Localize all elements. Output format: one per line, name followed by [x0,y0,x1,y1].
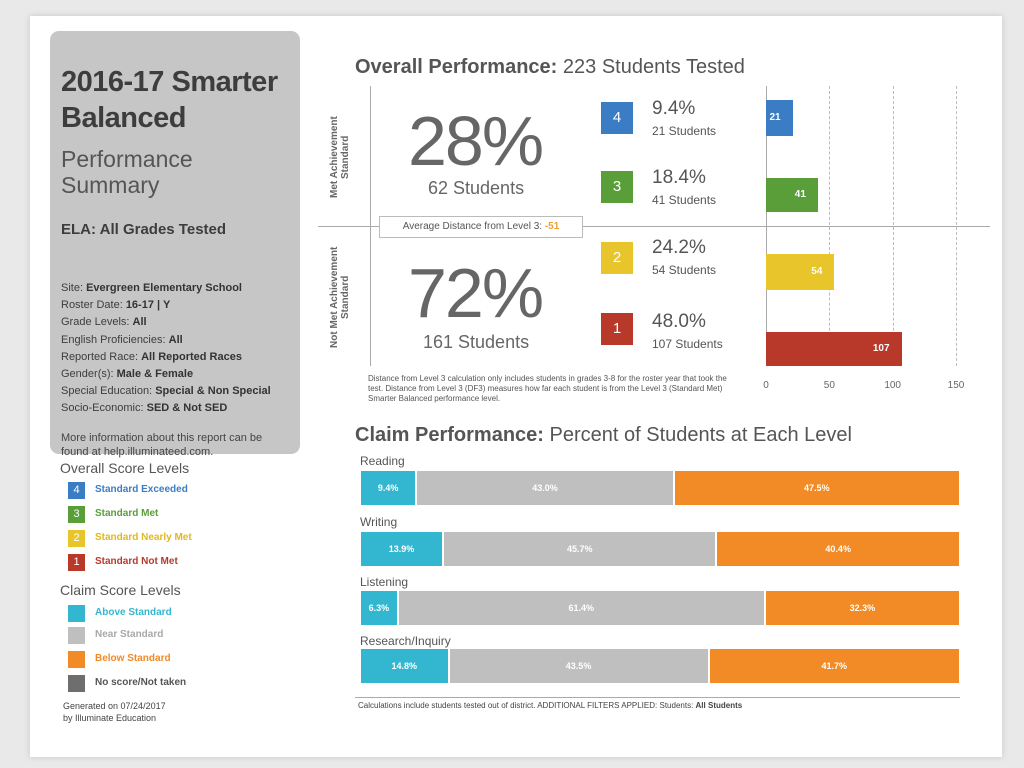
x-gridline [829,86,831,366]
report-subtitle-line2: Summary [61,172,160,198]
claim-segment: 14.8% [361,649,448,683]
x-gridline [956,86,957,366]
level-4-badge: 4 [601,102,633,134]
level-3-students: 41 Students [652,193,717,207]
claim-label: Research/Inquiry [360,634,451,648]
filter-site: Site: Evergreen Elementary School [61,282,242,294]
distance-note: Distance from Level 3 calculation only i… [368,374,727,403]
claim-segment: 40.4% [717,532,959,566]
met-not-met-divider [318,226,990,227]
claim-segment: 13.9% [361,532,443,566]
filter-socio-economic: Socio-Economic: SED & Not SED [61,402,228,415]
level-2-percent: 24.2% [652,237,706,258]
level-4-bar-label: 21 [769,112,781,123]
level-2-students: 54 Students [652,263,717,277]
generated-footer: Generated on 07/24/2017 by Illuminate Ed… [63,701,166,723]
claim-segment: 32.3% [765,591,959,625]
report-title-line1: 2016-17 Smarter [61,66,278,98]
not-met-percent: 72% [408,254,544,332]
filter-special-education: Special Education: Special & Non Special [61,385,271,398]
level-4-bar [766,100,793,136]
claim-segment: 43.5% [449,649,708,683]
claim-label: Reading [360,454,405,468]
report-subject: ELA: All Grades Tested [61,221,227,238]
y-axis-line [766,86,767,366]
claim-segment: 61.4% [398,591,764,625]
claim-performance-title: Claim Performance: Percent of Students a… [355,424,852,446]
not-met-achievement-label: Not Met Achievement Standard [329,246,351,348]
claim-score-levels-heading: Claim Score Levels [60,582,181,598]
filter-list: Site: Evergreen Elementary School Roster… [61,280,271,418]
level-3-percent: 18.4% [652,167,706,188]
x-tick-label: 50 [823,380,835,391]
help-info: More information about this report can b… [61,432,263,458]
claim-label: Writing [360,515,398,529]
claim-segment: 9.4% [361,471,416,505]
filter-gender: Gender(s): Male & Female [61,368,194,381]
level-3-bar-label: 41 [794,189,806,200]
x-tick-label: 0 [763,380,769,391]
swatch-below [68,651,85,668]
met-students: 62 Students [428,178,525,198]
report-slide: 2016-17 Smarter Balanced Performance Sum… [30,16,1002,757]
claim-segment: 41.7% [709,649,959,683]
report-title-line2: Balanced [61,102,186,134]
met-percent: 28% [408,102,544,180]
claim-segment: 43.0% [417,471,673,505]
level-2-bar-label: 54 [811,266,823,277]
claim-divider [355,697,960,698]
filter-roster-date: Roster Date: 16-17 | Y [61,299,171,312]
x-gridline [892,86,894,366]
claim-footnote: Calculations include students tested out… [358,701,743,710]
level-4-percent: 9.4% [652,98,696,119]
met-achievement-label: Met Achievement Standard [329,116,351,198]
x-tick-label: 100 [884,380,901,391]
report-subtitle-line1: Performance [61,146,193,172]
claim-segment: 6.3% [361,591,397,625]
summary-panel: 2016-17 Smarter Balanced Performance Sum… [50,31,300,458]
x-tick-label: 150 [947,380,965,391]
level-4-students: 21 Students [652,124,717,138]
filter-reported-race: Reported Race: All Reported Races [61,350,242,363]
claim-label: Listening [360,575,409,589]
swatch-no-score [68,675,85,692]
level-3-badge: 3 [601,171,633,203]
level-2-bar [766,254,835,290]
overall-performance-title: Overall Performance: 223 Students Tested [355,56,745,78]
filter-english-proficiencies: English Proficiencies: All [61,333,183,346]
level-1-bar [766,332,902,366]
average-distance-box: Average Distance from Level 3: -51 [379,216,583,238]
not-met-students: 161 Students [423,332,530,352]
overall-score-levels-heading: Overall Score Levels [60,460,190,476]
level-1-bar-label: 107 [872,343,890,354]
level-3-bar [766,178,818,212]
level-1-percent: 48.0% [652,311,706,332]
swatch-above [68,605,85,622]
filter-grade-levels: Grade Levels: All [61,316,147,329]
level-1-badge: 1 [601,313,633,345]
claim-segment: 45.7% [444,532,716,566]
level-1-students: 107 Students [652,337,723,351]
level-2-badge: 2 [601,242,633,274]
swatch-near [68,627,85,644]
claim-segment: 47.5% [674,471,959,505]
